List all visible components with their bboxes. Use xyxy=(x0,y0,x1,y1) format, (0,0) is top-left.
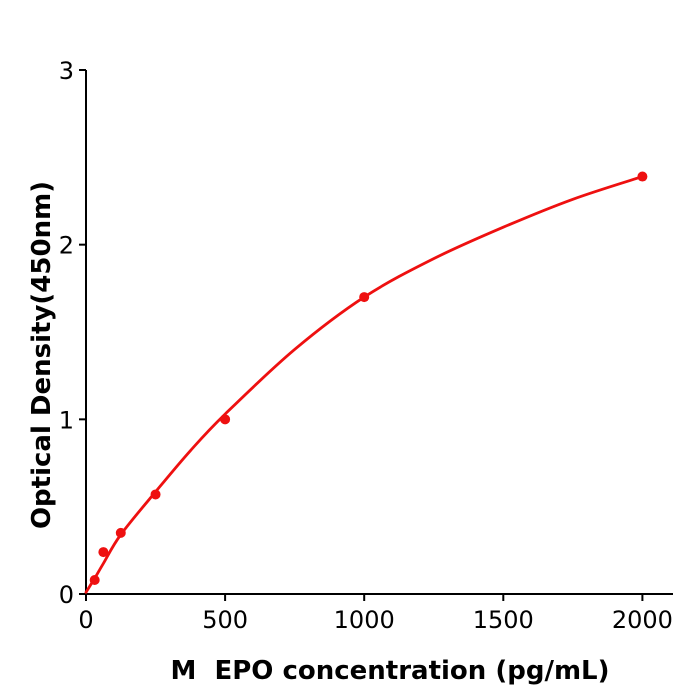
x-tick-label: 1500 xyxy=(473,606,534,634)
data-point xyxy=(637,171,648,182)
x-tick-label: 1000 xyxy=(334,606,395,634)
x-tick-label: 500 xyxy=(202,606,248,634)
axis-spines xyxy=(85,70,673,595)
data-point xyxy=(115,527,126,538)
y-axis-label: Optical Density(450nm) xyxy=(27,181,57,529)
y-tick-label: 2 xyxy=(59,232,74,260)
y-tick-label: 1 xyxy=(59,406,74,434)
x-axis-label: M EPO concentration (pg/mL) xyxy=(171,656,610,686)
data-point xyxy=(359,292,370,303)
y-tick-label: 3 xyxy=(59,57,74,85)
x-tick-label: 2000 xyxy=(612,606,673,634)
axes-layer: 0 500 1000 1500 2000 0 1 2 3 xyxy=(59,57,673,634)
series-layer xyxy=(84,171,648,594)
data-point xyxy=(150,489,161,500)
x-tick-label: 0 xyxy=(78,606,93,634)
fit-curve-line xyxy=(84,175,644,594)
y-tick-label: 0 xyxy=(59,581,74,609)
data-point xyxy=(89,575,100,586)
data-point xyxy=(98,547,109,558)
data-point xyxy=(220,414,231,425)
